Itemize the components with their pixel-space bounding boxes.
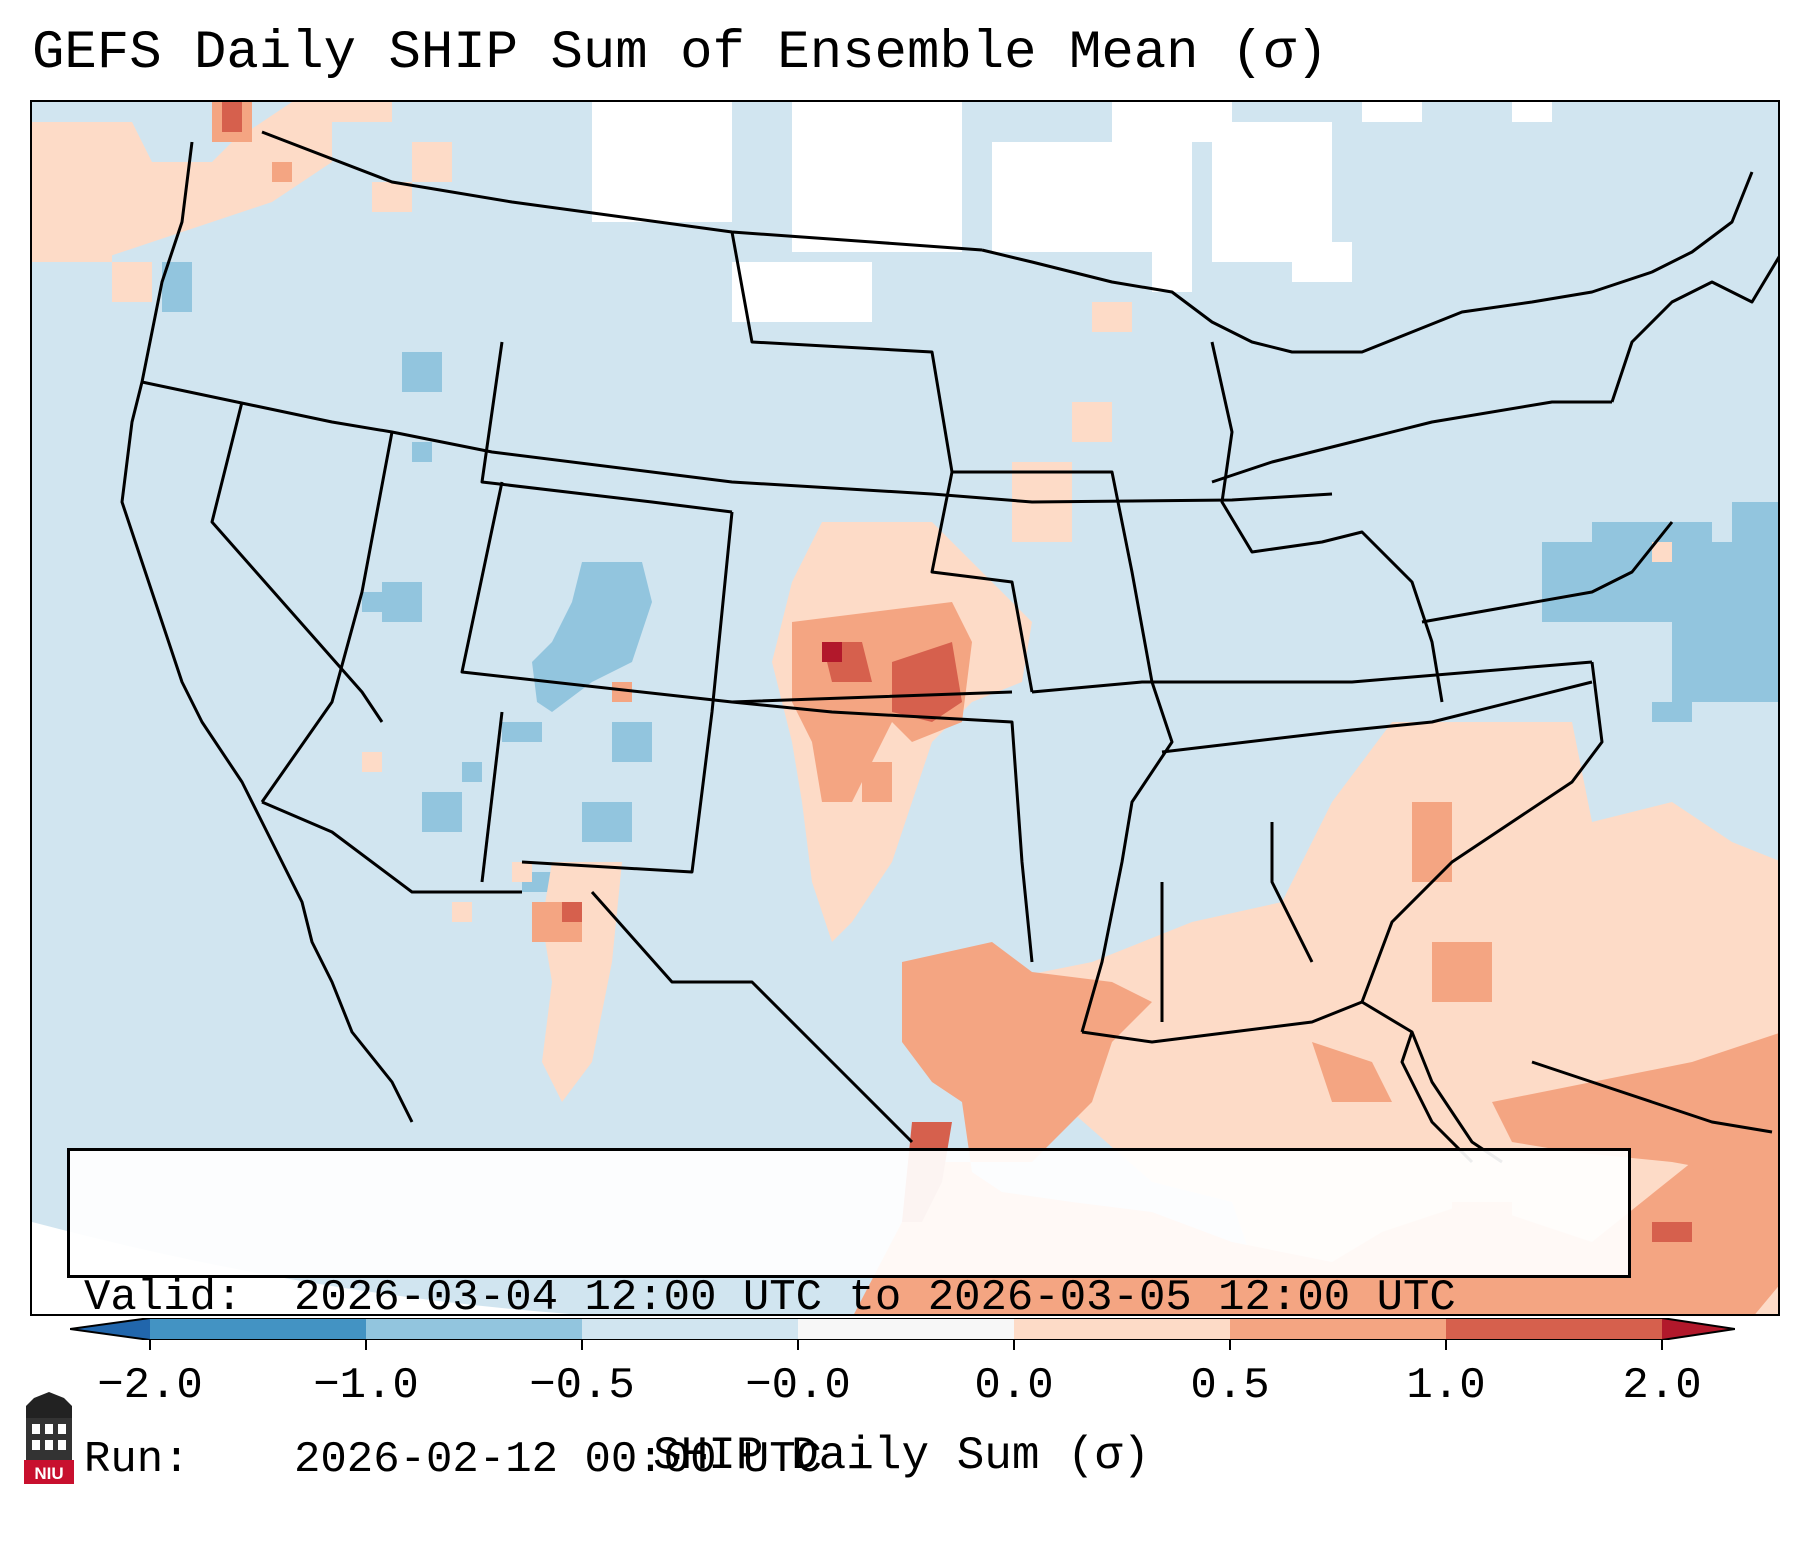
colorado-kansas-border: [460, 481, 1013, 704]
valid-value: 2026-03-04 12:00 UTC to 2026-03-05 12:00…: [294, 1273, 1456, 1323]
boundary-lines: [120, 130, 1778, 1164]
logo-windows: [32, 1424, 66, 1450]
colorbar-tick: [1445, 1340, 1447, 1350]
colorbar-tick-label: 1.0: [1406, 1361, 1486, 1411]
colorbar-tick-label: −0.5: [529, 1361, 635, 1411]
colorbar-bin-2: [582, 1318, 798, 1340]
oklahoma-border: [731, 700, 1034, 963]
colorbar-tick-label: −1.0: [313, 1361, 419, 1411]
atlantic-coastline: [1360, 661, 1604, 1003]
positive-anomalies-extreme: [822, 642, 842, 662]
colorbar-tick-label: 0.5: [1190, 1361, 1270, 1411]
nevada-border: [210, 401, 384, 723]
colorbar-tick: [149, 1340, 151, 1350]
colorbar-bin-1: [366, 1318, 582, 1340]
neutral-patches-north: [592, 102, 1552, 322]
logo-badge: [24, 1460, 74, 1484]
negative-anomalies: [162, 262, 1778, 892]
validity-info-box: Valid: 2026-03-04 12:00 UTC to 2026-03-05…: [67, 1148, 1631, 1485]
lake-erie-ontario: [1211, 400, 1612, 484]
mississippi-river: [952, 470, 1174, 1033]
logo-text: NIU: [34, 1464, 63, 1483]
run-value: 2026-02-12 00:00 UTC: [294, 1435, 823, 1485]
colorbar-tick-label: 2.0: [1622, 1361, 1702, 1411]
run-label: Run:: [84, 1435, 190, 1485]
colorbar-label: SHIP Daily Sum (σ): [653, 1430, 1150, 1482]
colorbar-bin-5: [1230, 1318, 1446, 1340]
colorbar-tick-label: 0.0: [974, 1361, 1054, 1411]
arizona-nm-border: [480, 711, 504, 883]
colorbar-tick: [1229, 1340, 1231, 1350]
us-mexico-texas: [590, 891, 914, 1144]
run-row: Run: 2026-02-12 00:00 UTC: [84, 1433, 1614, 1487]
georgia-border: [1270, 822, 1314, 963]
mid-atlantic-border: [1421, 521, 1674, 624]
logo-roof: [26, 1392, 72, 1418]
colorbar-tick-label: −0.0: [745, 1361, 851, 1411]
colorbar-tick: [581, 1340, 583, 1350]
valid-label: Valid:: [84, 1273, 243, 1323]
map-panel[interactable]: [30, 100, 1780, 1316]
map-svg: [32, 102, 1778, 1314]
canada-border-west: [261, 130, 983, 252]
colorbar-tick: [1661, 1340, 1663, 1350]
florida-peninsula: [1400, 1031, 1474, 1164]
valid-row: Valid: 2026-03-04 12:00 UTC to 2026-03-05…: [84, 1271, 1614, 1325]
colorbar-over-triangle: [1662, 1318, 1735, 1340]
colorbar-bin-0: [150, 1318, 366, 1340]
domain-edge-sw: [32, 1222, 571, 1314]
new-england-coast: [1610, 255, 1778, 403]
colorbar-tick: [1013, 1340, 1015, 1350]
state-line-1: [141, 380, 1333, 504]
university-tower-icon: NIU: [24, 1392, 74, 1484]
canada-border-east: [981, 171, 1754, 354]
colorbar-bin-4: [1014, 1318, 1230, 1340]
cuba-outline: [1531, 1060, 1773, 1134]
colorbar-under-triangle: [70, 1318, 150, 1340]
colorbar-tick: [797, 1340, 799, 1350]
map-title: GEFS Daily SHIP Sum of Ensemble Mean (σ): [32, 23, 1329, 84]
wyoming-border: [480, 341, 733, 514]
us-mexico-west: [261, 800, 522, 894]
colorbar-bin-6: [1446, 1318, 1662, 1340]
colorbar-tick: [365, 1340, 367, 1350]
colorbar: [70, 1318, 1735, 1340]
tennessee-north: [1031, 660, 1593, 694]
colorado-nm-border: [521, 511, 734, 874]
tennessee-south: [1161, 680, 1593, 754]
nevada-arizona-border: [260, 431, 394, 803]
colorbar-tick-label: −2.0: [97, 1361, 203, 1411]
colorbar-bin-3: [798, 1318, 1014, 1340]
